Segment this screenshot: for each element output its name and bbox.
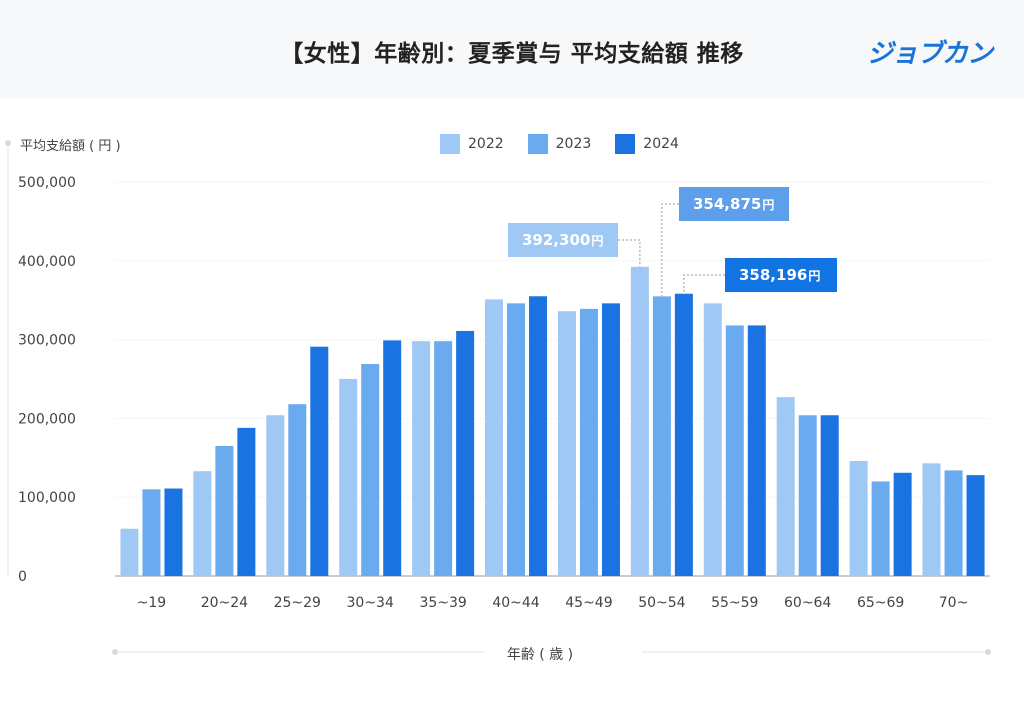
legend-label-2023: 2023	[555, 136, 592, 152]
bar-2023-30~34	[361, 364, 380, 576]
x-axis-title: 年齢 ( 歳 )	[506, 647, 574, 663]
legend-swatch-2023	[527, 134, 548, 154]
bar-2024-35~39	[456, 330, 475, 576]
callout-2022: 392,300円	[508, 223, 618, 257]
bar-2023-25~29	[288, 404, 307, 576]
callout-connector-2024	[683, 274, 725, 294]
callout-connector-2023	[661, 203, 679, 297]
bar-2024-40~44	[529, 296, 548, 576]
callout-connector-2022	[618, 239, 641, 267]
bar-2023-40~44	[507, 303, 526, 576]
bar-2022-65~69	[849, 460, 868, 576]
y-axis-end-dot	[5, 140, 11, 146]
bar-2024-60~64	[820, 415, 839, 576]
y-tick-label: 200,000	[18, 411, 76, 427]
bar-2024-65~69	[893, 472, 912, 576]
x-tick-label: 50~54	[638, 595, 685, 611]
bar-2024-20~24	[237, 427, 256, 576]
bar-2023-65~69	[871, 481, 890, 576]
bar-2022-45~49	[557, 311, 576, 576]
y-tick-label: 300,000	[18, 333, 76, 349]
y-tick-label: 400,000	[18, 254, 76, 270]
legend-swatch-2022	[440, 134, 460, 154]
x-tick-label: 30~34	[347, 595, 394, 611]
x-tick-label: 20~24	[201, 595, 248, 611]
bar-2023-50~54	[652, 296, 671, 576]
bar-2022-50~54	[630, 266, 649, 576]
bar-2022-20~24	[193, 471, 212, 576]
chart-legend: 2022 2023 2024	[440, 134, 679, 154]
y-tick-label: 500,000	[18, 175, 76, 191]
legend-item-2024: 2024	[615, 134, 679, 154]
y-tick-label: 100,000	[18, 490, 76, 506]
x-tick-label: 35~39	[419, 595, 466, 611]
x-tick-label: 45~49	[565, 595, 612, 611]
bar-2023-55~59	[725, 325, 744, 576]
bar-2024-70~	[966, 475, 985, 576]
bar-2023-20~24	[215, 445, 234, 576]
bar-2024-50~54	[674, 293, 693, 576]
bar-2022-25~29	[266, 415, 285, 576]
legend-swatch-2024	[615, 134, 636, 154]
bar-2022-30~34	[339, 379, 358, 576]
bar-2024-30~34	[383, 340, 402, 576]
callout-unit: 円	[591, 234, 604, 248]
y-tick-label: 0	[18, 569, 27, 585]
x-tick-label: ~19	[137, 595, 167, 611]
bar-2023-70~	[944, 470, 963, 576]
x-tick-label: 65~69	[857, 595, 904, 611]
bar-2024-55~59	[747, 325, 766, 576]
callout-value: 354,875	[693, 195, 762, 213]
legend-label-2024: 2024	[643, 136, 679, 152]
callout-unit: 円	[762, 198, 775, 212]
header-bar	[0, 0, 1024, 98]
bar-2024-~19	[164, 488, 183, 576]
bar-2022-55~59	[703, 303, 722, 576]
page-title: 【女性】年齢別：夏季賞与 平均支給額 推移	[280, 41, 744, 67]
callout-2023: 354,875円	[679, 187, 789, 221]
callout-2024: 358,196円	[725, 258, 837, 292]
bar-2022-~19	[120, 528, 139, 576]
bar-2024-25~29	[310, 346, 329, 576]
bar-2022-35~39	[412, 341, 431, 576]
x-tick-label: 60~64	[784, 595, 831, 611]
bar-2024-45~49	[601, 303, 620, 576]
x-axis-start-dot	[112, 649, 118, 655]
bar-2023-45~49	[579, 308, 598, 576]
bar-2023-35~39	[434, 341, 453, 576]
legend-item-2022: 2022	[440, 134, 504, 154]
bar-2023-~19	[142, 489, 161, 576]
x-tick-label: 40~44	[492, 595, 539, 611]
bar-2023-60~64	[798, 415, 817, 576]
bar-2022-70~	[922, 463, 941, 576]
x-tick-label: 55~59	[711, 595, 758, 611]
x-tick-label: 70~	[939, 595, 969, 611]
callout-value: 358,196	[739, 266, 808, 284]
legend-item-2023: 2023	[527, 134, 592, 154]
callout-value: 392,300	[522, 231, 591, 249]
x-axis-end-dot	[985, 649, 991, 655]
callout-unit: 円	[808, 269, 821, 283]
bar-2022-40~44	[485, 299, 504, 576]
x-tick-label: 25~29	[274, 595, 321, 611]
bar-2022-60~64	[776, 397, 795, 576]
y-axis-title: 平均支給額 ( 円 )	[20, 139, 121, 154]
brand-logo: ジョブカン	[866, 39, 993, 69]
legend-label-2022: 2022	[468, 136, 504, 152]
